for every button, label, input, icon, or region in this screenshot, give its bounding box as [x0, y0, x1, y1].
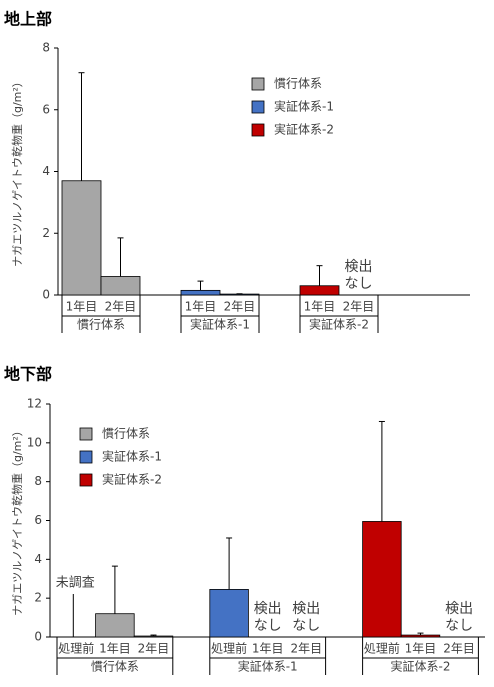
group-label: 実証体系-2 — [391, 659, 451, 674]
y-axis-label: ナガエツルノゲイトウ乾物重（g/m²） — [10, 425, 24, 616]
y-tick-label: 2 — [34, 591, 42, 605]
bar — [61, 180, 102, 296]
x-tick-label: 処理前 — [58, 641, 94, 656]
x-tick-label: 2年目 — [343, 300, 375, 314]
legend-swatch — [79, 450, 93, 464]
x-tick-label: 処理前 — [211, 641, 247, 656]
chart-title: 地下部 — [4, 365, 52, 384]
bar — [95, 613, 135, 638]
bar — [180, 289, 221, 296]
bar — [133, 635, 174, 638]
x-tick-label: 2年目 — [290, 642, 322, 656]
group-label: 実証体系-2 — [309, 317, 369, 332]
y-tick-label: 8 — [34, 474, 42, 488]
y-tick-label: 12 — [27, 397, 42, 411]
group-label: 慣行体系 — [91, 659, 139, 674]
annotation: 検出 — [445, 601, 473, 617]
y-tick-label: 6 — [34, 513, 42, 527]
legend-label: 実証体系-1 — [102, 449, 162, 464]
y-axis-label: ナガエツルノゲイトウ乾物重（g/m²） — [10, 76, 24, 267]
x-tick-label: 1年目 — [405, 642, 437, 656]
bar — [100, 276, 141, 296]
x-tick-label: 1年目 — [304, 300, 336, 314]
y-tick-label: 0 — [42, 288, 50, 302]
y-tick-label: 4 — [34, 552, 42, 566]
x-tick-label: 処理前 — [364, 641, 400, 656]
y-tick-label: 4 — [42, 164, 50, 178]
chart-title: 地上部 — [4, 10, 52, 29]
annotation: なし — [292, 618, 320, 634]
annotation: 未調査 — [56, 576, 95, 591]
group-label: 実証体系-1 — [190, 317, 250, 332]
bar — [209, 589, 249, 638]
legend-swatch — [251, 123, 265, 137]
x-tick-label: 2年目 — [138, 642, 170, 656]
y-tick-label: 10 — [27, 435, 42, 449]
x-tick-label: 1年目 — [252, 642, 284, 656]
y-tick-label: 6 — [42, 102, 50, 116]
annotation: なし — [254, 618, 282, 634]
legend-label: 慣行体系 — [102, 426, 150, 441]
legend-label: 実証体系-2 — [274, 122, 334, 137]
legend-label: 実証体系-2 — [102, 472, 162, 487]
bar — [362, 521, 402, 638]
bar — [400, 634, 441, 638]
y-tick-label: 2 — [42, 226, 50, 240]
legend-swatch — [79, 473, 93, 487]
x-tick-label: 1年目 — [66, 300, 98, 314]
legend-label: 慣行体系 — [274, 76, 322, 91]
x-tick-label: 1年目 — [185, 300, 217, 314]
legend-swatch — [251, 77, 265, 91]
legend-label: 実証体系-1 — [274, 99, 334, 114]
legend-swatch — [251, 100, 265, 114]
annotation: 検出 — [292, 601, 320, 617]
annotation: 検出 — [254, 601, 282, 617]
y-tick-label: 8 — [42, 41, 50, 55]
x-tick-label: 1年目 — [99, 642, 131, 656]
legend-swatch — [79, 427, 93, 441]
annotation: 検出 — [345, 259, 373, 275]
x-tick-label: 2年目 — [224, 300, 256, 314]
annotation: なし — [345, 276, 373, 292]
y-tick-label: 0 — [34, 630, 42, 644]
group-label: 慣行体系 — [77, 317, 125, 332]
x-tick-label: 2年目 — [443, 642, 475, 656]
bar — [299, 285, 340, 296]
group-label: 実証体系-1 — [238, 659, 298, 674]
annotation: なし — [445, 618, 473, 634]
x-tick-label: 2年目 — [105, 300, 137, 314]
